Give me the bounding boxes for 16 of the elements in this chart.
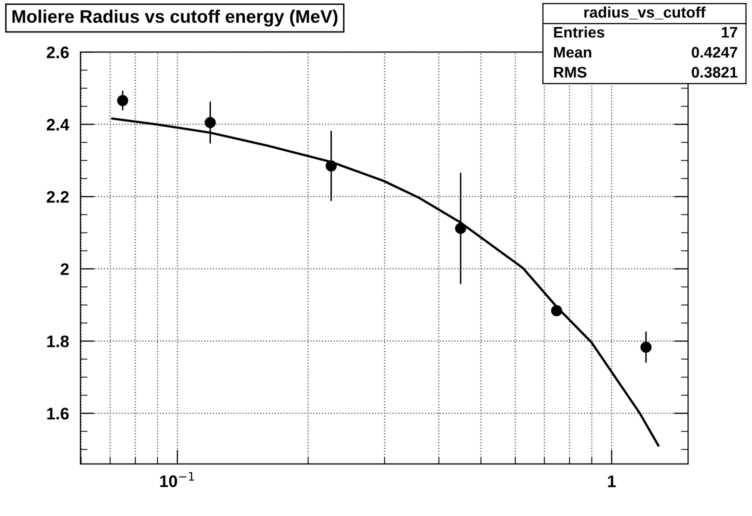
- y-tick-label: 2.4: [46, 118, 70, 130]
- chart-title: Moliere Radius vs cutoff energy (MeV): [12, 10, 338, 27]
- text: 0.3821: [692, 66, 738, 78]
- annotation: RMS: [554, 66, 586, 78]
- y-tick-label: 2.2: [46, 190, 69, 203]
- x-tick-label: 1: [608, 476, 616, 488]
- y-tick-label: 2.6: [46, 46, 69, 58]
- y-tick-label: 1.8: [47, 335, 69, 348]
- text: 0.4247: [692, 46, 738, 58]
- x-tick-label: 10$^{−1}$: [160, 472, 194, 488]
- y-tick-label: 1.6: [47, 408, 69, 420]
- text: radius_vs_cutoff: [584, 6, 706, 20]
- text: 17: [722, 27, 738, 38]
- annotation: Mean: [554, 47, 592, 58]
- y-tick-label: 2: [60, 263, 69, 275]
- text: Entries: [554, 26, 604, 38]
